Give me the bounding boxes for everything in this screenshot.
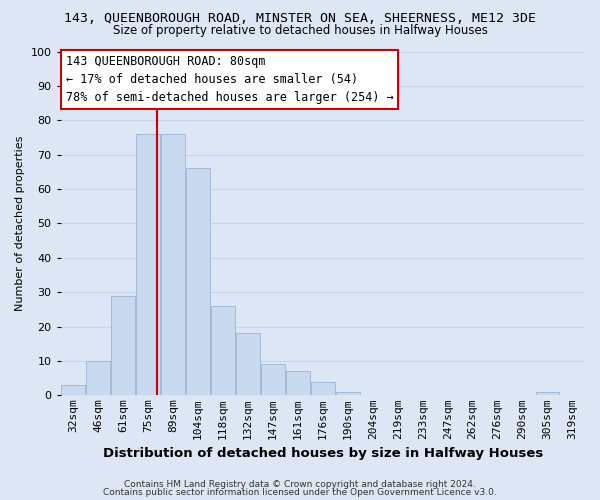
Y-axis label: Number of detached properties: Number of detached properties (15, 136, 25, 311)
Text: Contains HM Land Registry data © Crown copyright and database right 2024.: Contains HM Land Registry data © Crown c… (124, 480, 476, 489)
Bar (111, 296, 135, 396)
Text: 143, QUEENBOROUGH ROAD, MINSTER ON SEA, SHEERNESS, ME12 3DE: 143, QUEENBOROUGH ROAD, MINSTER ON SEA, … (64, 12, 536, 26)
Bar (86, 361, 110, 396)
X-axis label: Distribution of detached houses by size in Halfway Houses: Distribution of detached houses by size … (103, 447, 543, 460)
Bar (286, 372, 310, 396)
Text: 143 QUEENBOROUGH ROAD: 80sqm
← 17% of detached houses are smaller (54)
78% of se: 143 QUEENBOROUGH ROAD: 80sqm ← 17% of de… (66, 55, 394, 104)
Bar (261, 364, 285, 396)
Bar (536, 392, 559, 396)
Bar (311, 382, 335, 396)
Bar (161, 134, 185, 396)
Bar (186, 168, 210, 396)
Text: Contains public sector information licensed under the Open Government Licence v3: Contains public sector information licen… (103, 488, 497, 497)
Bar (136, 134, 160, 396)
Text: Size of property relative to detached houses in Halfway Houses: Size of property relative to detached ho… (113, 24, 487, 37)
Bar (336, 392, 359, 396)
Bar (211, 306, 235, 396)
Bar (61, 385, 85, 396)
Bar (236, 334, 260, 396)
